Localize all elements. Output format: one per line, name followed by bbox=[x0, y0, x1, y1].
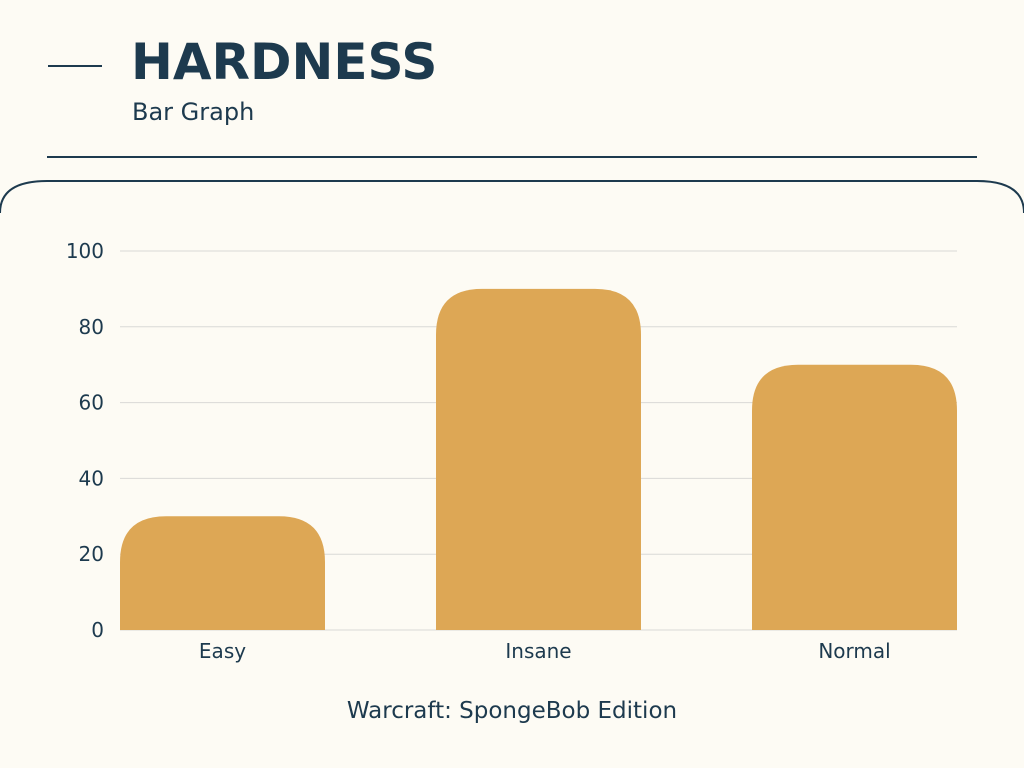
y-tick-label: 20 bbox=[79, 542, 104, 566]
page-subtitle: Bar Graph bbox=[132, 98, 255, 126]
header-divider bbox=[47, 156, 977, 158]
x-category-label: Normal bbox=[818, 639, 890, 663]
page-title: HARDNESS bbox=[131, 33, 438, 91]
bars bbox=[120, 288, 957, 630]
x-axis-categories: Easy Insane Normal bbox=[199, 639, 891, 663]
y-tick-label: 40 bbox=[79, 466, 104, 490]
bar-normal bbox=[752, 364, 957, 630]
y-tick-label: 60 bbox=[79, 391, 104, 415]
x-category-label: Insane bbox=[505, 639, 571, 663]
bar-insane bbox=[436, 288, 641, 630]
y-tick-label: 80 bbox=[79, 315, 104, 339]
bar-easy bbox=[120, 516, 325, 630]
chart-footer-caption: Warcraft: SpongeBob Edition bbox=[346, 698, 678, 724]
y-axis-ticks: 0 20 40 60 80 100 bbox=[66, 239, 104, 642]
panel-border-curve bbox=[0, 180, 1024, 214]
x-category-label: Easy bbox=[199, 639, 246, 663]
header-dash-decoration bbox=[48, 65, 102, 67]
y-tick-label: 0 bbox=[91, 618, 104, 642]
y-tick-label: 100 bbox=[66, 239, 104, 263]
